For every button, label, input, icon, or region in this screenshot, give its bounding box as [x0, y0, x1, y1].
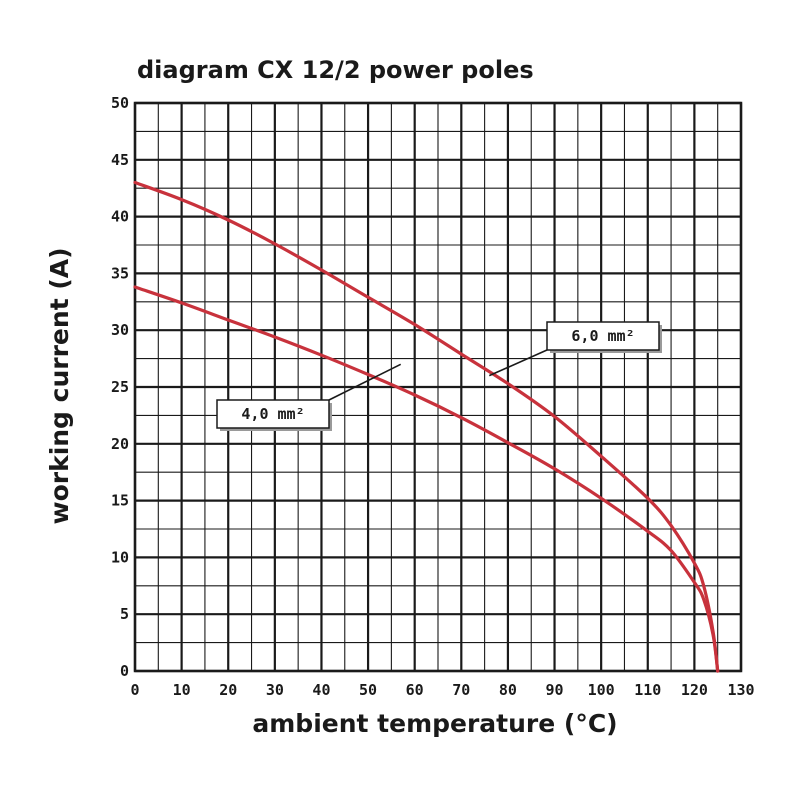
x-tick-label: 80: [499, 681, 517, 699]
annotation-label: 6,0 mm²: [571, 327, 634, 345]
x-tick-label: 70: [452, 681, 470, 699]
y-tick-label: 0: [120, 662, 129, 680]
x-tick-label: 0: [130, 681, 139, 699]
annotation-box: [216, 399, 330, 429]
y-tick-label: 50: [111, 94, 129, 112]
x-tick-label: 50: [359, 681, 377, 699]
annotation-leader-line: [488, 349, 548, 377]
annotation-label: 4,0 mm²: [241, 405, 304, 423]
x-tick-label: 100: [588, 681, 615, 699]
x-tick-label: 90: [546, 681, 564, 699]
y-tick-label: 25: [111, 378, 129, 396]
annotation-leader-line: [328, 363, 402, 401]
grid-layer: [133, 101, 743, 673]
x-tick-label: 40: [312, 681, 330, 699]
annotation-layer: 6,0 mm² 4,0 mm²: [216, 321, 662, 431]
y-tick-label: 10: [111, 548, 129, 566]
x-tick-label: 30: [266, 681, 284, 699]
y-axis-label: working current (A): [45, 247, 74, 524]
y-tick-label: 20: [111, 435, 129, 453]
x-axis-label: ambient temperature (°C): [252, 709, 617, 738]
x-tick-label: 60: [406, 681, 424, 699]
series-layer: [133, 180, 720, 673]
tick-layer: 0 10 20 30 40 50 60 70 80 90 100 110 120 130 0 5 10 15 20 2…: [111, 94, 755, 699]
plot-frame: [133, 101, 743, 673]
x-tick-label: 120: [681, 681, 708, 699]
y-tick-label: 40: [111, 208, 129, 226]
series-line-6mm: [133, 180, 720, 673]
x-tick-label: 110: [634, 681, 661, 699]
y-tick-label: 5: [120, 605, 129, 623]
x-tick-label: 10: [173, 681, 191, 699]
annotation-box: [546, 321, 660, 351]
y-tick-label: 35: [111, 264, 129, 282]
y-tick-label: 15: [111, 492, 129, 510]
y-tick-label: 30: [111, 321, 129, 339]
x-tick-label: 130: [727, 681, 754, 699]
chart-title: diagram CX 12/2 power poles: [137, 56, 534, 84]
y-tick-label: 45: [111, 151, 129, 169]
series-line-4mm: [133, 285, 720, 673]
x-tick-label: 20: [219, 681, 237, 699]
